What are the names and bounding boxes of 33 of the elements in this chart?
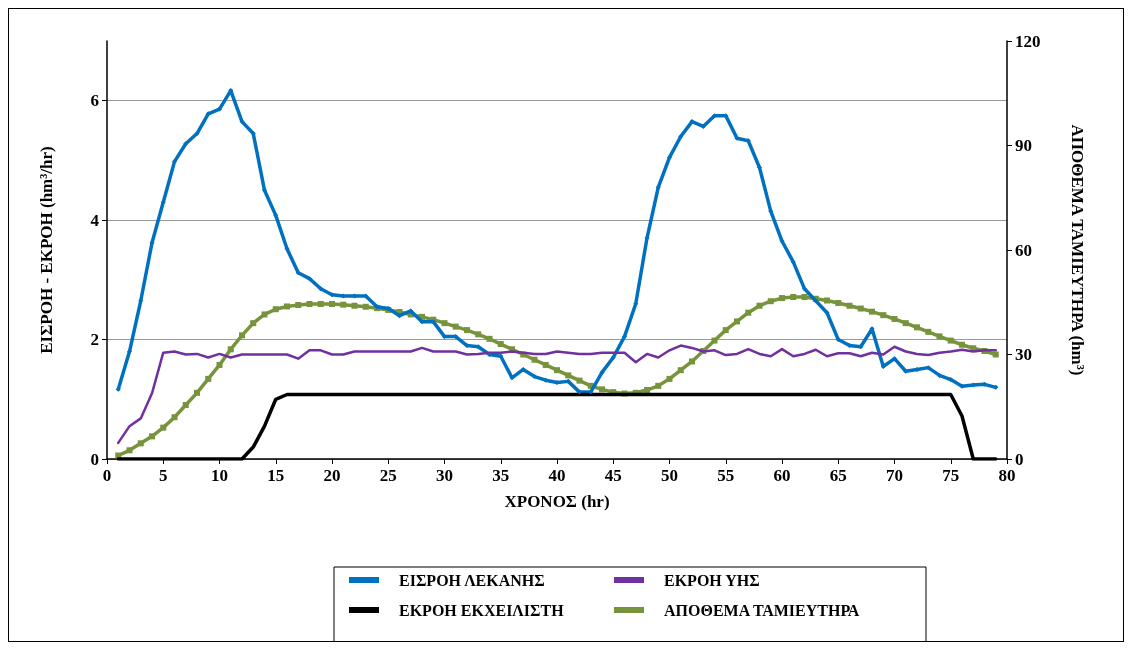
y-tick-label: 6 [90,91,99,111]
y2-tick-label: 0 [1015,449,1024,469]
x-tick-label: 45 [604,466,622,485]
x-tick-label: 0 [102,466,112,485]
y2-tick-label: 30 [1015,345,1032,364]
x-tick-label: 35 [492,466,510,485]
x-tick-label: 40 [548,466,566,485]
x-tick-label: 55 [717,466,735,485]
x-tick-label: 25 [379,466,397,485]
y2-tick-label: 120 [1015,31,1041,51]
legend-label: ΕΚΡΟΗ ΕΚΧΕΙΛΙΣΤΗ [399,601,565,619]
x-tick-label: 60 [773,466,791,485]
y-tick-label: 4 [90,210,100,230]
x-tick-label: 65 [829,466,847,485]
x-tick-label: 10 [211,466,228,485]
x-tick-label: 75 [942,466,960,485]
x-tick-label: 15 [267,466,285,485]
x-tick-label: 20 [323,466,341,485]
legend-label: ΕΚΡΟΗ ΥΗΣ [664,571,760,589]
legend-label: ΑΠΟΘΕΜΑ ΤΑΜΙΕΥΤΗΡΑ [664,601,860,619]
y2-tick-label: 90 [1015,136,1032,155]
x-tick-label: 5 [159,466,168,485]
x-tick-label: 70 [886,466,903,485]
x-tick-label: 50 [661,466,678,485]
y-tick-label: 2 [90,330,99,350]
x-tick-label: 80 [998,466,1016,485]
x-axis-title: ΧΡΟΝΟΣ (hr) [504,492,610,511]
y-axis-title: ΕΙΣΡΟΗ - ΕΚΡΟΗ (hm³/hr) [37,146,56,354]
y2-axis-title: ΑΠΟΘΕΜΑ ΤΑΜΙΕΥΤΗΡΑ (hm³) [1068,124,1087,376]
legend-label: ΕΙΣΡΟΗ ΛΕΚΑΝΗΣ [399,571,545,589]
x-tick-label: 30 [436,466,453,485]
y-tick-label: 0 [90,449,99,469]
y2-tick-label: 60 [1015,240,1032,260]
